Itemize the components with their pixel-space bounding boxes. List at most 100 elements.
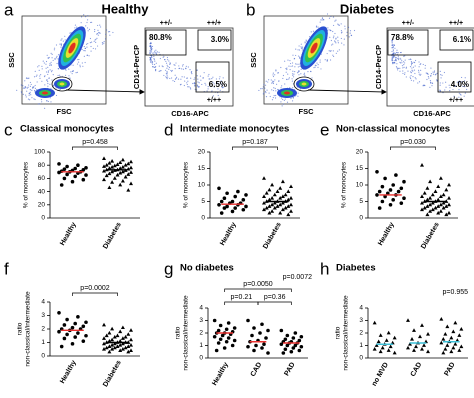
y-axis-label: ratio bbox=[335, 326, 342, 339]
event-dot bbox=[36, 74, 38, 76]
event-dot bbox=[443, 71, 446, 74]
data-point bbox=[394, 173, 398, 177]
data-point bbox=[81, 168, 86, 172]
event-dot bbox=[396, 67, 398, 69]
event-dot bbox=[399, 67, 401, 69]
event-dot bbox=[98, 32, 100, 34]
event-dot bbox=[463, 80, 466, 82]
event-dot bbox=[76, 26, 78, 28]
event-dot bbox=[27, 77, 29, 80]
event-dot bbox=[212, 81, 214, 83]
event-dot bbox=[404, 59, 406, 61]
event-dot bbox=[391, 41, 393, 43]
data-point bbox=[459, 327, 464, 331]
event-dot bbox=[281, 105, 283, 107]
event-dot bbox=[285, 67, 287, 70]
data-point bbox=[444, 187, 449, 192]
data-point bbox=[444, 204, 449, 208]
event-dot bbox=[334, 41, 336, 43]
data-point bbox=[110, 326, 115, 331]
event-dot bbox=[291, 65, 294, 67]
event-dot bbox=[347, 26, 350, 29]
event-dot bbox=[280, 97, 283, 99]
data-point bbox=[112, 163, 117, 168]
data-point bbox=[84, 166, 88, 170]
event-dot bbox=[277, 89, 279, 91]
data-point bbox=[230, 343, 235, 348]
event-dot bbox=[291, 80, 294, 82]
event-dot bbox=[174, 64, 176, 66]
x-axis-label: CD16-APC bbox=[171, 109, 209, 118]
event-dot bbox=[20, 84, 22, 86]
data-point bbox=[441, 337, 446, 341]
event-dot bbox=[405, 76, 407, 78]
event-dot bbox=[202, 77, 205, 79]
data-point bbox=[232, 338, 237, 343]
event-dot bbox=[33, 86, 35, 88]
event-dot bbox=[174, 68, 176, 70]
data-point bbox=[126, 161, 131, 166]
event-dot bbox=[298, 70, 300, 72]
data-point bbox=[279, 342, 284, 347]
data-point bbox=[262, 176, 266, 180]
event-dot bbox=[168, 66, 171, 69]
data-point bbox=[299, 344, 304, 349]
data-point bbox=[264, 336, 268, 340]
data-point bbox=[443, 347, 448, 351]
event-dot bbox=[393, 52, 396, 54]
event-dot bbox=[96, 37, 98, 39]
data-point bbox=[289, 209, 293, 213]
data-point bbox=[426, 349, 430, 354]
event-dot bbox=[52, 85, 55, 87]
event-dot bbox=[337, 40, 339, 42]
event-dot bbox=[461, 81, 463, 83]
event-dot bbox=[80, 22, 82, 24]
event-dot bbox=[293, 73, 295, 75]
x-tick-label: Healthy bbox=[211, 361, 230, 386]
gate-percent: 4.0% bbox=[451, 80, 469, 89]
event-dot bbox=[298, 45, 300, 47]
event-dot bbox=[151, 45, 154, 48]
event-dot bbox=[303, 73, 305, 76]
event-dot bbox=[186, 83, 188, 86]
event-dot bbox=[274, 97, 277, 99]
event-dot bbox=[337, 50, 339, 52]
data-point bbox=[430, 200, 435, 205]
event-dot bbox=[263, 92, 265, 94]
event-dot bbox=[343, 38, 345, 40]
event-dot bbox=[411, 61, 413, 63]
panel-letter: b bbox=[246, 0, 255, 19]
data-point bbox=[377, 189, 382, 194]
y-tick-label: 15 bbox=[198, 165, 206, 172]
data-point bbox=[451, 345, 456, 350]
event-dot bbox=[313, 67, 315, 69]
event-dot bbox=[109, 34, 111, 36]
data-point bbox=[262, 342, 266, 347]
event-dot bbox=[29, 85, 32, 87]
event-dot bbox=[335, 52, 337, 54]
event-dot bbox=[394, 56, 396, 58]
event-dot bbox=[49, 69, 51, 71]
data-point bbox=[244, 193, 248, 197]
event-dot bbox=[29, 81, 32, 84]
data-point bbox=[65, 332, 69, 337]
data-point bbox=[285, 343, 290, 348]
gate-box bbox=[195, 61, 230, 93]
event-dot bbox=[444, 89, 446, 91]
event-dot bbox=[30, 83, 32, 86]
event-dot bbox=[271, 99, 274, 101]
event-dot bbox=[192, 82, 194, 85]
event-dot bbox=[292, 97, 294, 99]
data-point bbox=[459, 344, 464, 349]
event-dot bbox=[52, 84, 55, 86]
event-dot bbox=[150, 48, 152, 50]
event-dot bbox=[16, 89, 18, 91]
data-point bbox=[218, 323, 223, 328]
event-dot bbox=[454, 85, 456, 87]
data-point bbox=[115, 333, 120, 338]
chart-title: Non-classical monocytes bbox=[336, 124, 450, 135]
event-dot bbox=[57, 58, 59, 60]
event-dot bbox=[71, 73, 73, 75]
data-point bbox=[428, 179, 433, 184]
data-point bbox=[439, 317, 444, 321]
